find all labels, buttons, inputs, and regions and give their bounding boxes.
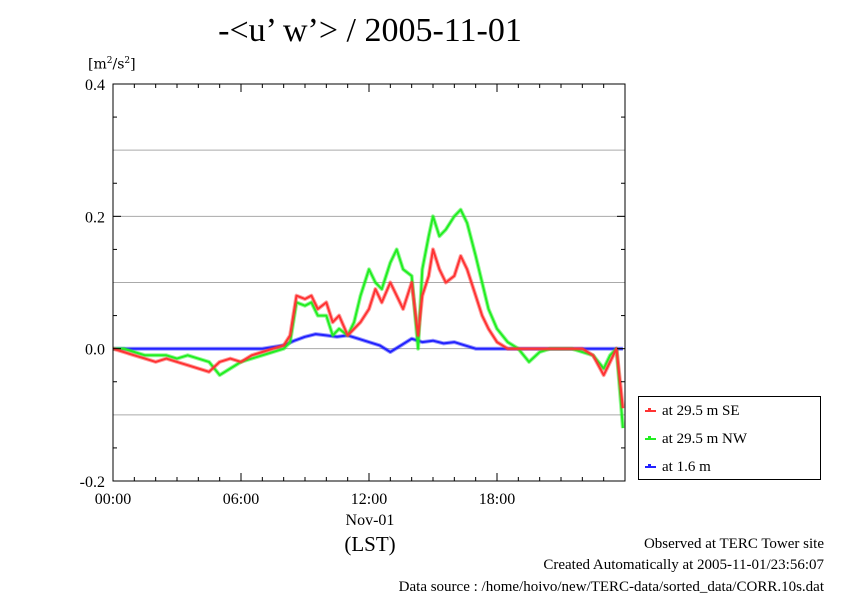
unit-mid: /s — [112, 56, 125, 73]
chart-title: -<u’ w’> / 2005-11-01 — [218, 12, 522, 49]
series-line-se — [112, 248, 624, 409]
x-tick-label: 00:00 — [95, 491, 131, 508]
series-line-low — [113, 333, 623, 353]
x-axis-title: (LST) — [344, 532, 396, 556]
footer-source: Data source : /home/hoivo/new/TERC-data/… — [398, 579, 824, 595]
footer-created: Created Automatically at 2005-11-01/23:5… — [543, 557, 824, 573]
y-tick-label: 0.2 — [85, 209, 105, 226]
x-axis-date-label: Nov-01 — [345, 512, 395, 529]
y-tick-label: 0.0 — [85, 342, 105, 359]
unit-sup-2: 2 — [124, 56, 131, 66]
y-tick-label: -0.2 — [80, 474, 105, 491]
legend-item-nw: at 29.5 m NW — [645, 429, 747, 449]
footer-site: Observed at TERC Tower site — [643, 536, 824, 552]
series-line-nw-halo — [113, 207, 625, 429]
legend-label-low: at 1.6 m — [662, 458, 711, 475]
unit-sup-1: 2 — [106, 56, 113, 66]
legend-label-nw: at 29.5 m NW — [662, 430, 747, 447]
series-line-nw — [113, 208, 624, 429]
legend-swatch-se — [645, 408, 656, 412]
x-tick-label: 18:00 — [479, 491, 515, 508]
x-tick-label: 12:00 — [351, 491, 387, 508]
x-tick-label: 06:00 — [223, 491, 259, 508]
legend-item-low: at 1.6 m — [645, 457, 711, 477]
grid-lines — [113, 149, 625, 416]
unit-end: ] — [130, 56, 136, 73]
legend: at 29.5 m SE at 29.5 m NW at 1.6 m — [638, 396, 821, 480]
legend-label-se: at 29.5 m SE — [662, 402, 740, 419]
series-layer — [112, 207, 625, 429]
axis-ticks: -0.2 0.0 0.2 0.4 00:00 06:00 12:00 18:00 — [80, 77, 625, 508]
legend-swatch-nw — [645, 436, 656, 440]
y-axis-unit-label: [m2/s2] — [88, 56, 136, 73]
y-tick-label: 0.4 — [85, 77, 105, 94]
unit-base: [m — [88, 56, 107, 73]
legend-item-se: at 29.5 m SE — [645, 401, 740, 421]
legend-swatch-low — [645, 464, 656, 468]
